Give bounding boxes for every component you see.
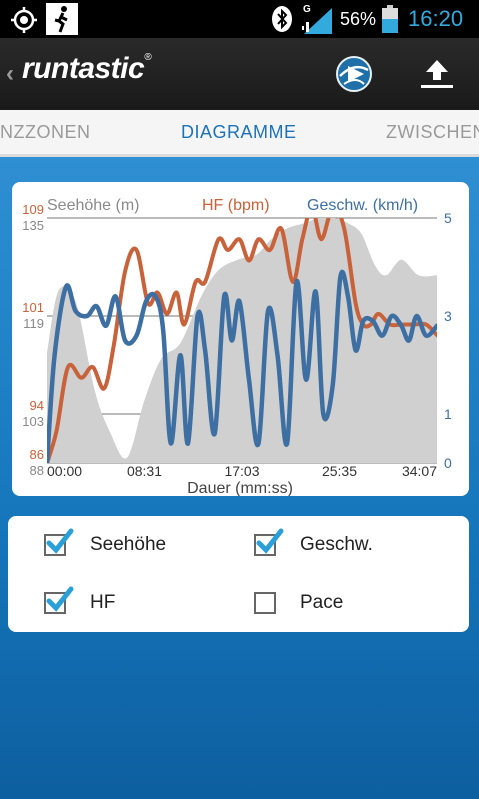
battery-level-text: 56%: [340, 9, 377, 29]
tab-diagramme[interactable]: DIAGRAMME: [181, 122, 297, 142]
x-tick-label: 00:00: [47, 463, 82, 479]
bluetooth-icon: [271, 5, 293, 38]
app-logo[interactable]: runtastic®: [22, 52, 152, 86]
option-speed[interactable]: Geschw.: [254, 528, 373, 556]
hr-tick-label: 94: [30, 398, 44, 413]
elevation-tick-label: 135: [22, 218, 44, 233]
x-tick-label: 08:31: [127, 463, 162, 479]
hr-tick-label: 86: [30, 447, 44, 462]
checkmark-icon: [46, 586, 74, 612]
tab-bar: NZZONEN DIAGRAMME ZWISCHEN: [0, 110, 479, 157]
option-elevation-label: Seehöhe: [90, 534, 167, 555]
legend-speed: Geschw. (km/h): [307, 197, 418, 214]
option-hr[interactable]: HF: [44, 586, 116, 614]
elevation-area: [47, 218, 437, 463]
option-pace-label: Pace: [300, 592, 344, 613]
signal-icon: [302, 8, 332, 39]
x-tick-label: 25:35: [322, 463, 357, 479]
legend-hr: HF (bpm): [202, 197, 270, 214]
x-tick-label: 17:03: [224, 463, 259, 479]
series-options-card: Seehöhe Geschw. HF Pace: [8, 516, 469, 632]
runner-icon: [46, 3, 78, 40]
battery-icon: [382, 5, 398, 38]
checkbox-speed[interactable]: [254, 528, 284, 556]
chart-card: 86 88 0 94 103 1 101 119 3 109 135 5 00:00 08:31 17:03…: [12, 182, 469, 496]
checkbox-hr[interactable]: [44, 586, 74, 614]
app-bar: ‹ runtastic®: [0, 38, 479, 112]
clock: 16:20: [408, 6, 464, 31]
tab-herzzonen[interactable]: NZZONEN: [0, 122, 91, 142]
hr-line: [47, 218, 437, 463]
speed-tick-label: 5: [444, 210, 452, 226]
elevation-tick-label: 88: [30, 463, 44, 478]
option-speed-label: Geschw.: [300, 534, 373, 555]
tab-zwischenzeiten[interactable]: ZWISCHEN: [386, 122, 479, 142]
logo-text: runtastic: [22, 52, 145, 85]
elevation-tick-label: 119: [23, 316, 44, 331]
gps-icon: [10, 6, 38, 39]
speed-tick-label: 0: [444, 455, 452, 471]
checkmark-icon: [256, 528, 284, 554]
hr-tick-label: 101: [22, 300, 44, 315]
option-pace[interactable]: Pace: [254, 592, 343, 614]
speed-line: [47, 269, 437, 463]
x-tick-label: 34:07: [402, 463, 437, 479]
option-elevation[interactable]: Seehöhe: [44, 528, 167, 556]
hr-tick-label: 109: [22, 202, 44, 217]
checkbox-elevation[interactable]: [44, 528, 74, 556]
speed-tick-label: 3: [444, 308, 452, 324]
speed-tick-label: 1: [444, 406, 452, 422]
checkbox-pace[interactable]: [254, 592, 276, 614]
option-hr-label: HF: [90, 592, 116, 613]
network-type: G: [303, 4, 311, 15]
checkmark-icon: [46, 528, 74, 554]
upload-icon[interactable]: [419, 58, 455, 95]
globe-share-icon[interactable]: [334, 54, 374, 99]
back-chevron-icon[interactable]: ‹: [6, 60, 14, 87]
x-axis-label: Dauer (mm:ss): [187, 480, 293, 496]
logo-registered-mark: ®: [144, 52, 152, 63]
legend-elevation: Seehöhe (m): [47, 197, 140, 214]
elevation-tick-label: 103: [22, 414, 44, 429]
status-bar: G 56% 16:20: [0, 0, 479, 38]
